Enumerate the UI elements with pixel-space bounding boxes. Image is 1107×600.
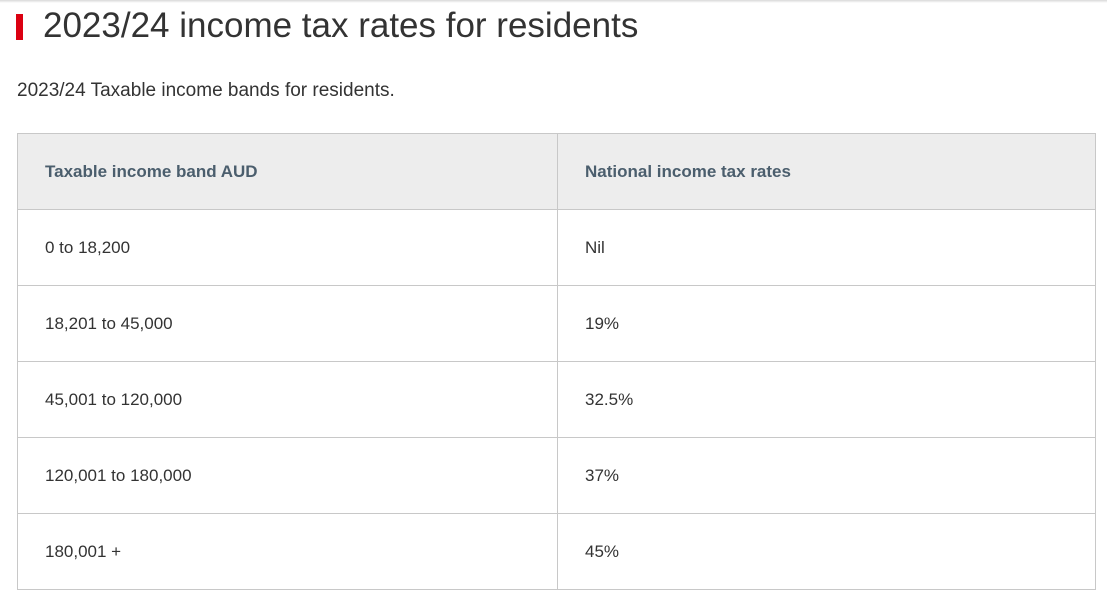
table-header-row: Taxable income band AUD National income … <box>17 133 1096 210</box>
tax-rate-cell: 37% <box>557 437 1096 514</box>
table-row: 45,001 to 120,000 32.5% <box>17 361 1096 438</box>
table-row: 120,001 to 180,000 37% <box>17 437 1096 514</box>
income-band-cell: 45,001 to 120,000 <box>17 361 558 438</box>
top-shadow <box>0 0 1107 3</box>
tax-rate-cell: Nil <box>557 209 1096 286</box>
accent-bar <box>16 14 23 40</box>
column-header-income-band: Taxable income band AUD <box>17 133 558 210</box>
tax-rate-cell: 45% <box>557 513 1096 590</box>
page-title: 2023/24 income tax rates for residents <box>43 6 639 45</box>
column-header-tax-rate: National income tax rates <box>557 133 1096 210</box>
table-caption: 2023/24 Taxable income bands for residen… <box>17 80 395 101</box>
table-row: 18,201 to 45,000 19% <box>17 285 1096 362</box>
income-band-cell: 120,001 to 180,000 <box>17 437 558 514</box>
table-row: 0 to 18,200 Nil <box>17 209 1096 286</box>
tax-rates-table: Taxable income band AUD National income … <box>17 133 1096 590</box>
income-band-cell: 0 to 18,200 <box>17 209 558 286</box>
table-row: 180,001 + 45% <box>17 513 1096 590</box>
tax-rate-cell: 32.5% <box>557 361 1096 438</box>
income-band-cell: 180,001 + <box>17 513 558 590</box>
tax-rate-cell: 19% <box>557 285 1096 362</box>
income-band-cell: 18,201 to 45,000 <box>17 285 558 362</box>
